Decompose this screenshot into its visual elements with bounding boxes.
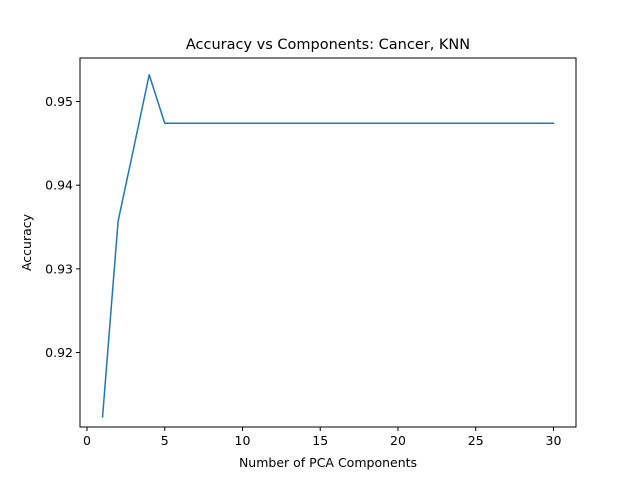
axes-frame [79,57,577,428]
x-tick-label: 15 [312,433,328,448]
y-axis-label: Accuracy [19,213,34,271]
tick-layer: 0 5 10 15 20 25 30 0.92 0.93 0.94 0.95 [45,94,561,448]
x-axis-label: Number of PCA Components [239,455,417,470]
chart-title: Accuracy vs Components: Cancer, KNN [186,37,470,53]
x-tick-label: 10 [235,433,251,448]
x-tick-label: 30 [546,433,562,448]
x-tick-label: 20 [390,433,406,448]
y-tick-label: 0.93 [45,261,73,276]
x-tick-label: 25 [468,433,484,448]
series-line-0 [101,73,555,418]
y-tick-label: 0.94 [45,178,73,193]
plot-layer [101,73,555,418]
y-tick-label: 0.95 [45,94,73,109]
y-tick-label: 0.92 [45,345,73,360]
x-tick-label: 5 [161,433,169,448]
x-tick-label: 0 [83,433,91,448]
